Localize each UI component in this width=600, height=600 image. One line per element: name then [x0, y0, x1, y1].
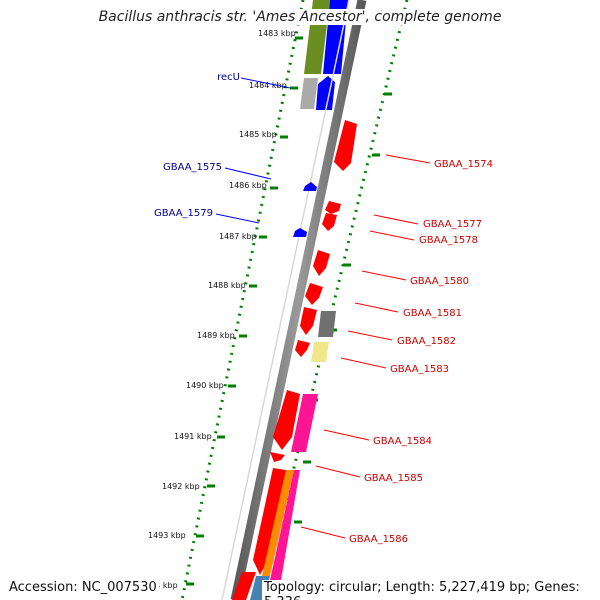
leader-line [315, 465, 361, 478]
leader-line [361, 270, 407, 281]
leader-line [373, 214, 419, 225]
gene-label-GBAA_1580[interactable]: GBAA_1580 [410, 276, 469, 287]
gene-label-GBAA_1578[interactable]: GBAA_1578 [419, 235, 478, 246]
ruler-tick-labels: 1483 kbp 1484 kbp 1485 kbp 1486 kbp 1487… [140, 29, 296, 590]
leader-line [240, 77, 291, 89]
leader-line [340, 357, 387, 369]
ruler-tick-label: 1487 kbp [219, 232, 257, 241]
gene-GBAA_1577[interactable] [325, 201, 341, 214]
leader-line [215, 213, 260, 224]
gene-label-GBAA_1581[interactable]: GBAA_1581 [403, 308, 462, 319]
gene-recU-blue[interactable] [316, 76, 335, 110]
ruler-tick-label: 1486 kbp [229, 181, 267, 190]
gene-label-GBAA_1584[interactable]: GBAA_1584 [373, 436, 432, 447]
gene-label-GBAA_1586[interactable]: GBAA_1586 [349, 534, 408, 545]
forward-label-leaders [215, 77, 291, 224]
gene-GBAA_1586-orange[interactable] [261, 470, 294, 580]
gene-GBAA_1586-red[interactable] [253, 468, 286, 575]
ruler-tick-label: 1494 kbp [140, 581, 178, 590]
map-footer: Accession: NC_007530 Topology: circular;… [0, 578, 600, 600]
ruler-tick-label: 1490 kbp [186, 381, 224, 390]
genome-backbone-inner [221, 0, 350, 600]
gene-label-GBAA_1583[interactable]: GBAA_1583 [390, 364, 449, 375]
ruler-tick-label: 1484 kbp [249, 81, 287, 90]
gene-GBAA_1582-red[interactable] [300, 307, 317, 335]
gene-label-GBAA_1579[interactable]: GBAA_1579 [154, 208, 213, 219]
genome-backbone [230, 0, 367, 600]
accession-text: Accession: NC_007530 [9, 580, 159, 595]
gene-GBAA_1581[interactable] [305, 283, 323, 305]
gene-bottom-red[interactable] [232, 572, 256, 600]
leader-line [347, 330, 393, 341]
leader-line [385, 154, 431, 164]
gene-label-GBAA_1577[interactable]: GBAA_1577 [423, 219, 482, 230]
ruler-tick-label: 1485 kbp [239, 130, 277, 139]
leader-line [224, 167, 272, 180]
gene-label-recU[interactable]: recU [217, 72, 240, 83]
gene-GBAA_1579[interactable] [293, 228, 307, 237]
reverse-label-leaders [300, 154, 431, 539]
gene-label-GBAA_1582[interactable]: GBAA_1582 [397, 336, 456, 347]
ruler-tick-label: 1483 kbp [258, 29, 296, 38]
leader-line [300, 526, 346, 539]
gene-GBAA_1586[interactable] [270, 470, 300, 580]
gene-GBAA_1582[interactable] [318, 311, 336, 337]
gene-GBAA_1584-red[interactable] [273, 390, 300, 450]
gene-label-GBAA_1574[interactable]: GBAA_1574 [434, 159, 493, 170]
gene-GBAA_1585[interactable] [270, 452, 285, 462]
reverse-gene-labels: GBAA_1574 GBAA_1577 GBAA_1578 GBAA_1580 … [349, 159, 493, 545]
ruler-tick-label: 1488 kbp [208, 281, 246, 290]
leader-line [323, 429, 370, 441]
ruler-tick-label: 1492 kbp [162, 482, 200, 491]
gene-GBAA_1575[interactable] [303, 182, 317, 191]
ruler-tick-label: 1489 kbp [197, 331, 235, 340]
gene-GBAA_1583[interactable] [311, 342, 329, 362]
forward-strand-genes [293, 182, 317, 237]
gene-cds-gray[interactable] [300, 78, 318, 109]
gene-GBAA_1580[interactable] [313, 250, 330, 276]
ruler-tick-label: 1491 kbp [174, 432, 212, 441]
topology-text: Topology: circular; Length: 5,227,419 bp… [262, 580, 600, 600]
leader-line [354, 302, 399, 313]
gene-GBAA_1578[interactable] [322, 213, 337, 231]
gene-GBAA_1574[interactable] [334, 120, 357, 171]
reverse-strand-genes [232, 120, 357, 600]
gene-label-GBAA_1575[interactable]: GBAA_1575 [163, 162, 222, 173]
gene-GBAA_1583-red[interactable] [295, 340, 310, 357]
forward-gene-labels: recU GBAA_1575 GBAA_1579 [154, 72, 240, 219]
leader-line [369, 230, 415, 241]
gene-label-GBAA_1585[interactable]: GBAA_1585 [364, 473, 423, 484]
gene-GBAA_1584[interactable] [291, 394, 318, 452]
ruler-tick-label: 1493 kbp [148, 531, 186, 540]
map-title: Bacillus anthracis str. 'Ames Ancestor',… [0, 9, 600, 25]
